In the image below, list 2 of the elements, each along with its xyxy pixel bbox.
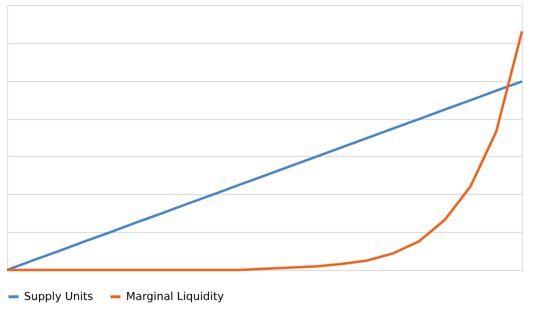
legend-label: Supply Units — [24, 290, 94, 303]
legend-label: Marginal Liquidity — [126, 290, 224, 303]
